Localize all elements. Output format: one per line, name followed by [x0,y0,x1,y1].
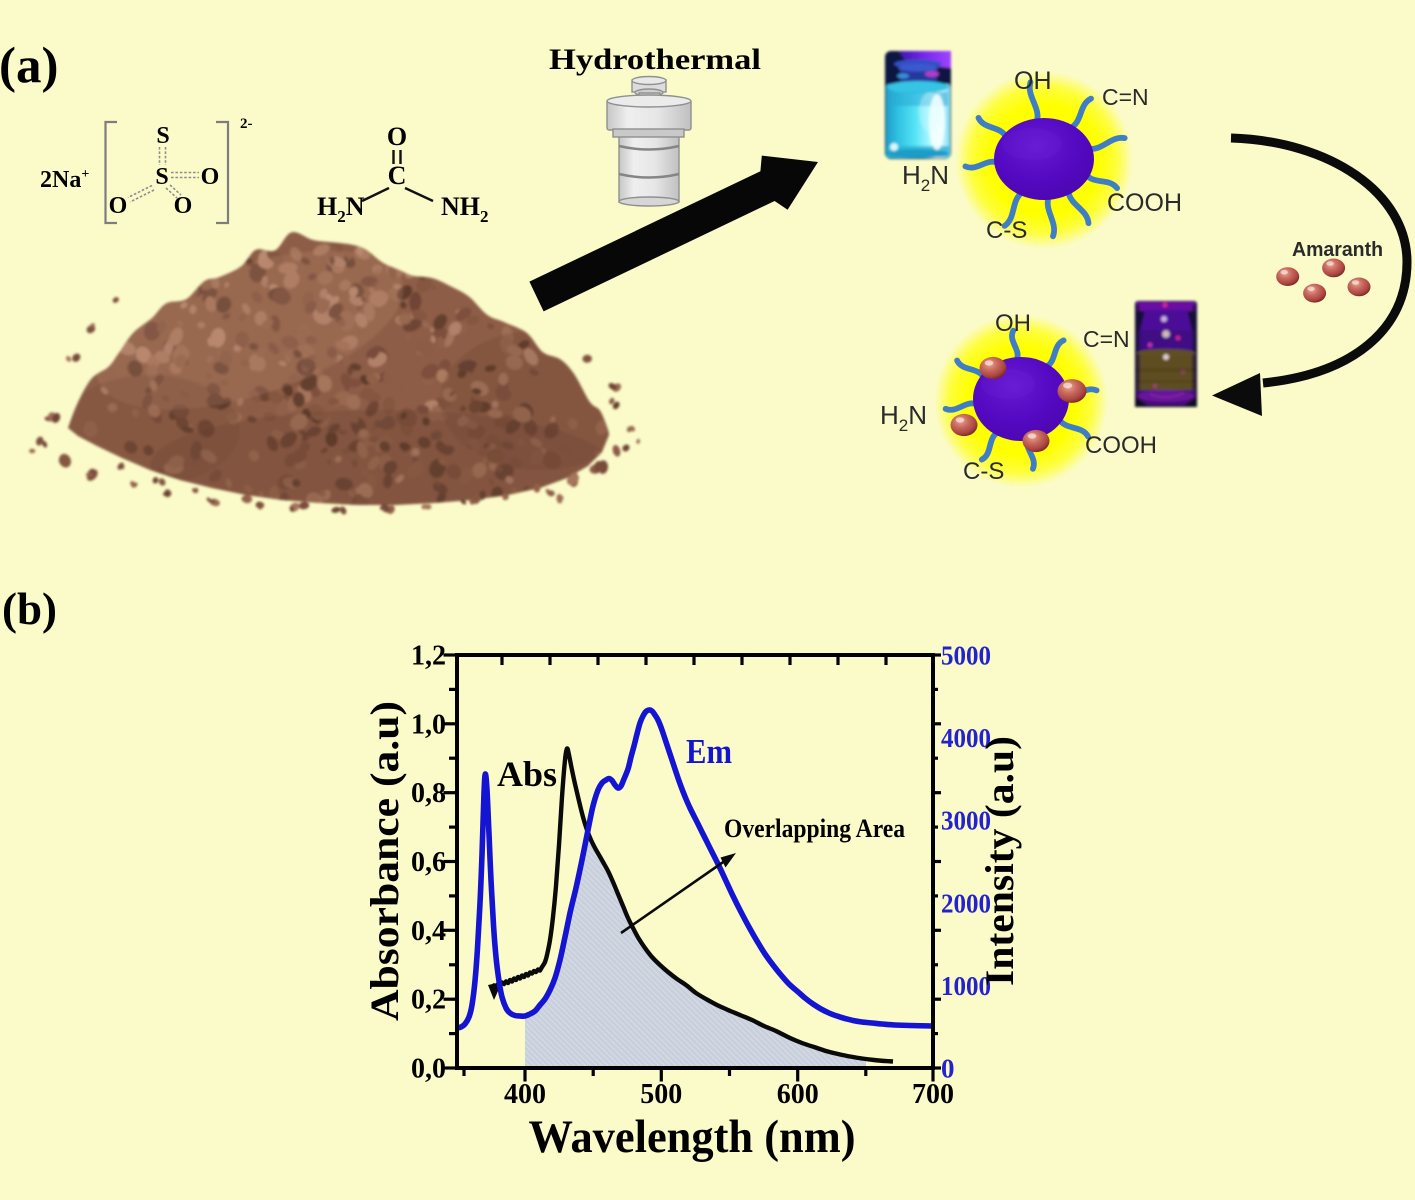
svg-text:0,2: 0,2 [411,985,446,1016]
svg-text:O: O [387,122,407,151]
svg-text:S: S [156,123,169,149]
svg-text:0,0: 0,0 [411,1054,446,1085]
svg-text:0,6: 0,6 [411,847,446,878]
svg-text:4000: 4000 [941,723,991,753]
svg-text:500: 500 [640,1079,682,1110]
svg-text:S: S [155,164,168,190]
svg-text:Em: Em [686,732,732,771]
svg-text:C=N: C=N [1083,326,1130,352]
svg-text:1000: 1000 [941,971,991,1001]
svg-text:Abs: Abs [497,754,557,794]
svg-text:600: 600 [777,1079,819,1110]
svg-text:C-S: C-S [986,217,1027,244]
svg-text:Amaranth: Amaranth [1292,239,1383,261]
svg-text:OH: OH [995,310,1031,337]
svg-text:3000: 3000 [941,806,991,836]
svg-text:2Na+: 2Na+ [40,167,89,193]
svg-text:O: O [174,193,193,219]
svg-text:C: C [388,161,407,190]
svg-text:1,2: 1,2 [411,641,446,672]
svg-text:H2N: H2N [317,192,365,226]
svg-text:Intensity (a.u): Intensity (a.u) [977,736,1022,986]
svg-text:COOH: COOH [1107,189,1182,217]
svg-text:Wavelength (nm): Wavelength (nm) [529,1111,856,1163]
svg-text:COOH: COOH [1085,432,1157,459]
svg-text:2-: 2- [240,116,253,132]
svg-text:O: O [109,193,128,219]
svg-text:Hydrothermal: Hydrothermal [549,43,761,76]
svg-text:5000: 5000 [941,641,991,671]
svg-text:700: 700 [912,1079,954,1110]
svg-text:1,0: 1,0 [411,709,446,740]
svg-text:0,8: 0,8 [411,778,446,809]
svg-text:2000: 2000 [941,888,991,918]
svg-text:O: O [201,164,220,190]
svg-text:OH: OH [1014,67,1052,95]
svg-text:Overlapping Area: Overlapping Area [724,814,905,843]
svg-text:0: 0 [941,1054,955,1084]
svg-text:(a): (a) [0,38,58,94]
svg-text:H2N: H2N [880,400,927,435]
svg-text:(b): (b) [2,584,57,634]
svg-text:400: 400 [504,1079,546,1110]
svg-text:Absorbance (a.u): Absorbance (a.u) [362,701,407,1021]
svg-text:C=N: C=N [1102,84,1149,110]
svg-text:C-S: C-S [963,458,1004,485]
svg-text:0,4: 0,4 [411,916,446,947]
